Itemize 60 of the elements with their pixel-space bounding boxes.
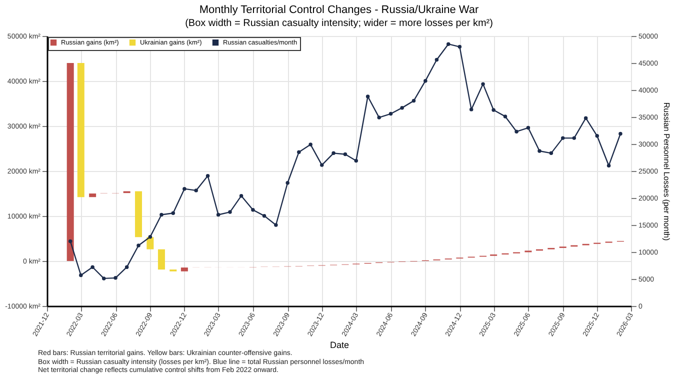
point	[400, 106, 404, 110]
point	[90, 265, 94, 269]
point	[274, 223, 278, 227]
point	[160, 212, 164, 217]
point	[286, 181, 290, 185]
point	[68, 239, 72, 244]
point	[514, 130, 518, 134]
point	[538, 149, 542, 153]
bar	[158, 249, 165, 270]
point	[481, 82, 485, 86]
bar	[180, 268, 188, 272]
chart-subtitle: (Box width = Russian casualty intensity; wider = more losses per km²)	[185, 18, 493, 29]
point	[618, 132, 622, 136]
point	[595, 134, 599, 138]
point	[182, 186, 186, 191]
point	[584, 116, 588, 120]
point	[239, 194, 244, 198]
point	[458, 44, 462, 49]
point	[228, 210, 232, 214]
point	[412, 98, 416, 103]
point	[251, 208, 255, 212]
x-axis-title: Date	[330, 340, 350, 350]
point	[148, 235, 152, 239]
point	[308, 142, 312, 146]
point	[388, 112, 393, 116]
bar	[134, 191, 142, 238]
bar	[77, 63, 84, 198]
point	[377, 116, 381, 120]
point	[124, 265, 129, 269]
point	[136, 244, 140, 248]
point	[424, 78, 428, 83]
bar	[146, 237, 154, 250]
bar	[66, 63, 74, 261]
point	[492, 108, 496, 112]
point	[216, 212, 220, 217]
point	[354, 158, 358, 163]
point	[526, 126, 530, 130]
point	[297, 150, 301, 154]
point	[194, 188, 198, 192]
point	[320, 163, 324, 167]
chart-title: Monthly Territorial Control Changes - Russia/Ukraine War	[199, 4, 480, 16]
bar	[89, 194, 96, 198]
point	[171, 211, 176, 215]
point	[606, 164, 611, 168]
point	[446, 42, 450, 46]
point	[79, 273, 83, 278]
point	[102, 276, 106, 280]
point	[469, 108, 474, 112]
point	[572, 136, 576, 140]
point	[206, 174, 210, 178]
point	[262, 214, 266, 218]
point	[434, 58, 439, 62]
point	[332, 151, 336, 156]
point	[366, 94, 370, 98]
point	[549, 151, 554, 156]
y2-axis-title: Russian Personnel Losses (per month)	[662, 102, 671, 241]
point	[560, 136, 565, 140]
point	[503, 114, 508, 118]
point	[343, 152, 348, 156]
point	[114, 276, 118, 280]
